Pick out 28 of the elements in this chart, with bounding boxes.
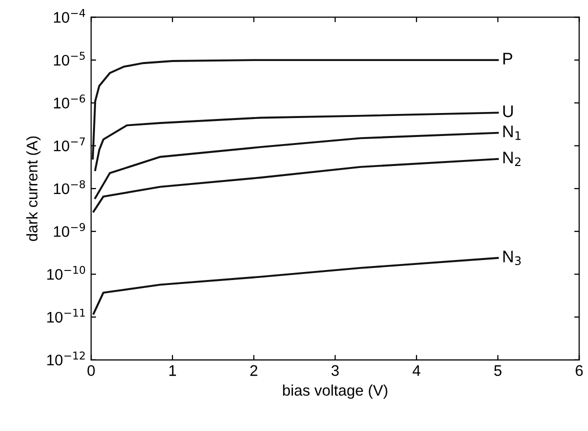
y-tick-label: 10$^{−11}$ — [47, 308, 85, 323]
x-tick-label: 2 — [250, 365, 258, 376]
y-tick-label: 10$^{−8}$ — [54, 180, 85, 194]
y-tick-label: 10$^{−12}$ — [47, 352, 85, 366]
y-tick-label: 10$^{−5}$ — [54, 52, 85, 66]
y-tick-label: 10$^{−10}$ — [47, 266, 86, 280]
y-tick-label: 10$^{−4}$ — [54, 9, 86, 23]
series-label: N$_{1}$ — [503, 126, 521, 140]
series-label: N$_{2}$ — [503, 152, 520, 166]
x-tick-label: 4 — [412, 365, 420, 376]
x-tick-label: 5 — [494, 365, 502, 376]
series-label: N$_{3}$ — [503, 250, 521, 266]
x-tick-label: 3 — [331, 365, 339, 376]
line-series — [92, 158, 499, 213]
x-tick-label: 0 — [87, 365, 95, 376]
x-tick-label: 6 — [576, 365, 583, 376]
y-tick-label: 10$^{−9}$ — [54, 223, 85, 237]
series-label: P — [503, 52, 512, 64]
y-axis-title: dark current (A) — [26, 136, 41, 241]
y-tick-label: 10$^{−7}$ — [54, 138, 85, 152]
series-label: U — [503, 106, 513, 118]
y-tick-label: 10$^{−6}$ — [54, 94, 86, 108]
line-series — [92, 256, 499, 315]
line-series — [94, 112, 499, 172]
line-series — [94, 132, 499, 200]
line-series — [92, 59, 499, 160]
x-axis-title: bias voltage (V) — [283, 384, 388, 399]
x-tick-label: 1 — [169, 365, 176, 376]
